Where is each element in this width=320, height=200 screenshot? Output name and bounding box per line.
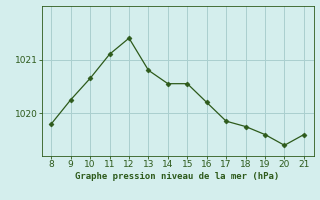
- X-axis label: Graphe pression niveau de la mer (hPa): Graphe pression niveau de la mer (hPa): [76, 172, 280, 181]
